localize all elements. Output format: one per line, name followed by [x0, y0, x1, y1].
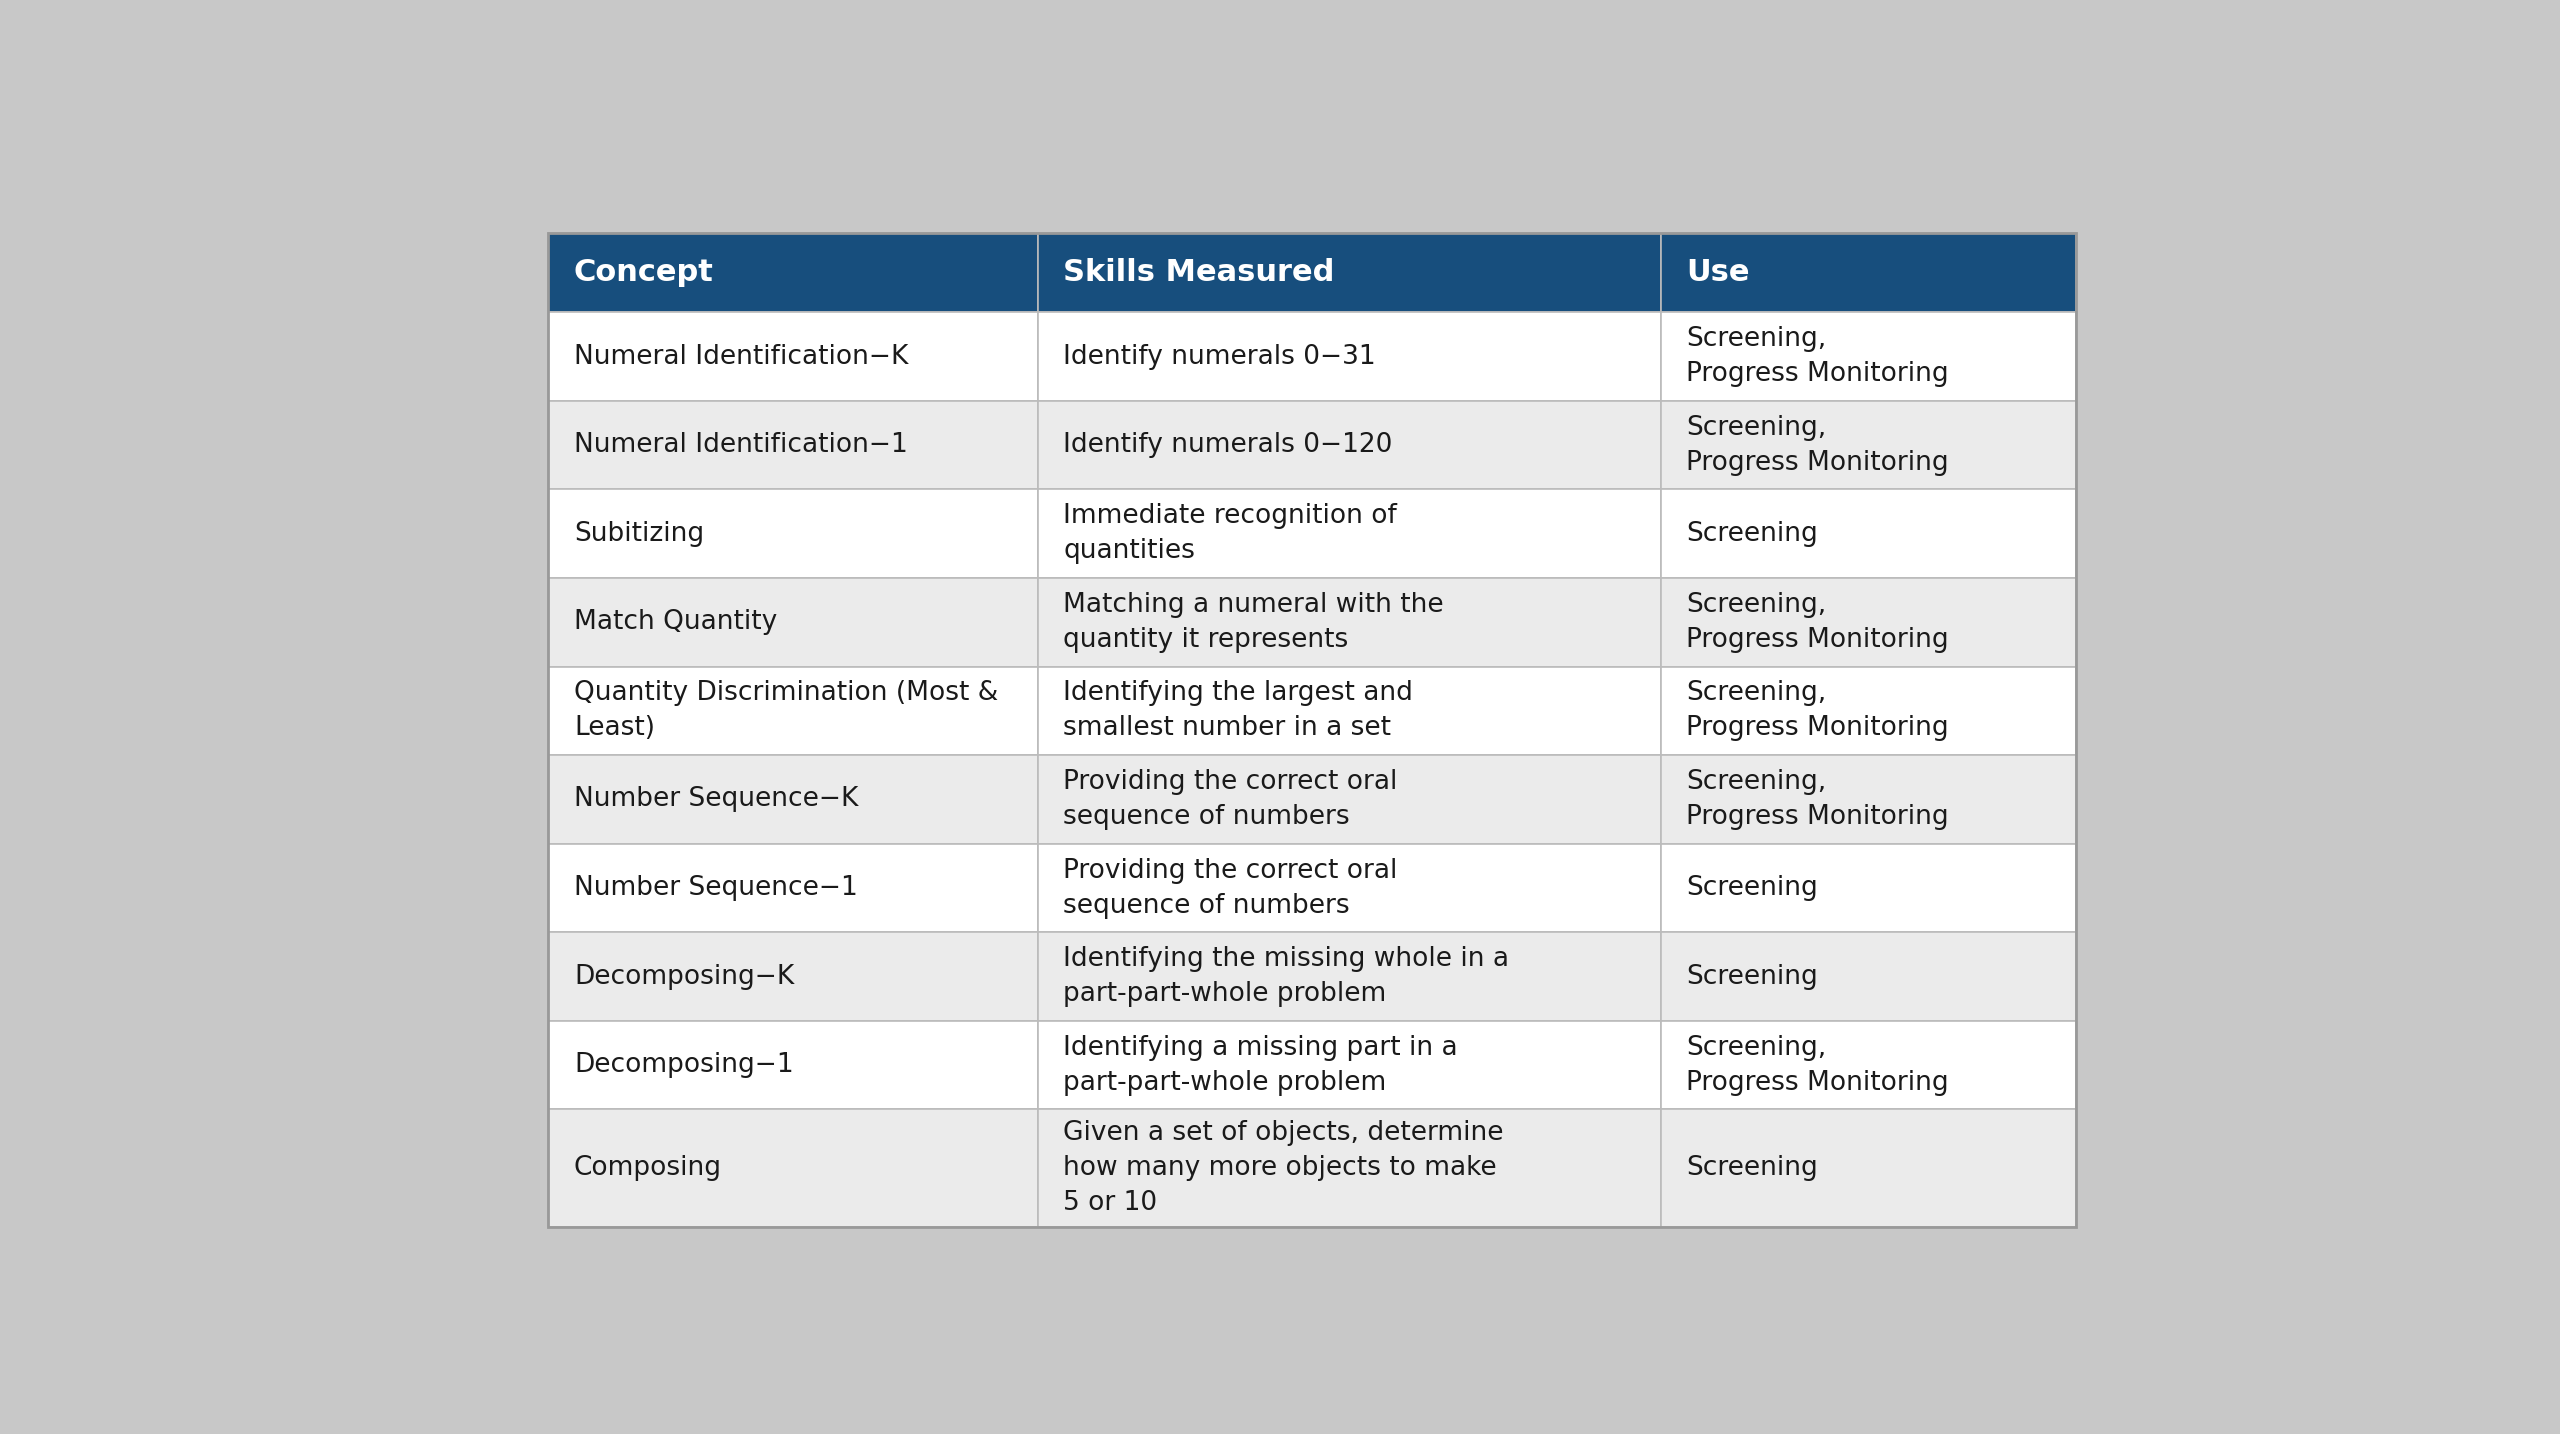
Text: Given a set of objects, determine
how many more objects to make
5 or 10: Given a set of objects, determine how ma… — [1062, 1120, 1503, 1216]
Text: Match Quantity: Match Quantity — [573, 609, 778, 635]
FancyBboxPatch shape — [1661, 843, 2076, 932]
FancyBboxPatch shape — [548, 232, 1037, 313]
Text: Screening,
Progress Monitoring: Screening, Progress Monitoring — [1687, 326, 1948, 387]
Text: Use: Use — [1687, 258, 1751, 287]
Text: Subitizing: Subitizing — [573, 521, 704, 546]
FancyBboxPatch shape — [1037, 313, 1661, 402]
Text: Screening,
Progress Monitoring: Screening, Progress Monitoring — [1687, 769, 1948, 830]
FancyBboxPatch shape — [1661, 1110, 2076, 1226]
Text: Screening: Screening — [1687, 521, 1818, 546]
Text: Matching a numeral with the
quantity it represents: Matching a numeral with the quantity it … — [1062, 592, 1444, 652]
Text: Providing the correct oral
sequence of numbers: Providing the correct oral sequence of n… — [1062, 769, 1398, 830]
FancyBboxPatch shape — [1037, 232, 1661, 313]
FancyBboxPatch shape — [1037, 843, 1661, 932]
FancyBboxPatch shape — [1037, 667, 1661, 756]
Text: Concept: Concept — [573, 258, 714, 287]
Text: Identifying a missing part in a
part-part-whole problem: Identifying a missing part in a part-par… — [1062, 1035, 1459, 1096]
FancyBboxPatch shape — [1037, 932, 1661, 1021]
FancyBboxPatch shape — [548, 402, 1037, 489]
Text: Immediate recognition of
quantities: Immediate recognition of quantities — [1062, 503, 1398, 564]
FancyBboxPatch shape — [548, 489, 1037, 578]
Text: Identifying the largest and
smallest number in a set: Identifying the largest and smallest num… — [1062, 680, 1413, 741]
FancyBboxPatch shape — [1037, 1110, 1661, 1226]
FancyBboxPatch shape — [548, 1110, 1037, 1226]
Text: Screening: Screening — [1687, 1154, 1818, 1182]
Text: Numeral Identification−K: Numeral Identification−K — [573, 344, 909, 370]
Text: Identifying the missing whole in a
part-part-whole problem: Identifying the missing whole in a part-… — [1062, 946, 1510, 1007]
FancyBboxPatch shape — [1661, 932, 2076, 1021]
Text: Number Sequence−K: Number Sequence−K — [573, 786, 858, 813]
Text: Screening,
Progress Monitoring: Screening, Progress Monitoring — [1687, 1035, 1948, 1096]
Text: Decomposing−1: Decomposing−1 — [573, 1053, 794, 1078]
FancyBboxPatch shape — [548, 756, 1037, 843]
FancyBboxPatch shape — [548, 843, 1037, 932]
Text: Screening,
Progress Monitoring: Screening, Progress Monitoring — [1687, 592, 1948, 652]
Text: Screening: Screening — [1687, 964, 1818, 989]
FancyBboxPatch shape — [548, 578, 1037, 667]
Text: Number Sequence−1: Number Sequence−1 — [573, 875, 858, 901]
FancyBboxPatch shape — [1037, 489, 1661, 578]
FancyBboxPatch shape — [1037, 756, 1661, 843]
FancyBboxPatch shape — [548, 932, 1037, 1021]
FancyBboxPatch shape — [1661, 1021, 2076, 1110]
Text: Numeral Identification−1: Numeral Identification−1 — [573, 432, 909, 459]
FancyBboxPatch shape — [1661, 756, 2076, 843]
Text: Decomposing−K: Decomposing−K — [573, 964, 794, 989]
Text: Skills Measured: Skills Measured — [1062, 258, 1334, 287]
Text: Screening: Screening — [1687, 875, 1818, 901]
FancyBboxPatch shape — [1661, 667, 2076, 756]
FancyBboxPatch shape — [1661, 489, 2076, 578]
FancyBboxPatch shape — [1037, 578, 1661, 667]
FancyBboxPatch shape — [548, 1021, 1037, 1110]
Text: Composing: Composing — [573, 1154, 722, 1182]
FancyBboxPatch shape — [1661, 402, 2076, 489]
FancyBboxPatch shape — [548, 313, 1037, 402]
Text: Quantity Discrimination (Most &
Least): Quantity Discrimination (Most & Least) — [573, 680, 998, 741]
FancyBboxPatch shape — [1037, 402, 1661, 489]
Text: Screening,
Progress Monitoring: Screening, Progress Monitoring — [1687, 680, 1948, 741]
FancyBboxPatch shape — [1661, 313, 2076, 402]
FancyBboxPatch shape — [1661, 578, 2076, 667]
Text: Identify numerals 0−120: Identify numerals 0−120 — [1062, 432, 1393, 459]
Text: Screening,
Progress Monitoring: Screening, Progress Monitoring — [1687, 414, 1948, 476]
Text: Identify numerals 0−31: Identify numerals 0−31 — [1062, 344, 1377, 370]
FancyBboxPatch shape — [1661, 232, 2076, 313]
Text: Providing the correct oral
sequence of numbers: Providing the correct oral sequence of n… — [1062, 858, 1398, 919]
FancyBboxPatch shape — [548, 667, 1037, 756]
FancyBboxPatch shape — [1037, 1021, 1661, 1110]
